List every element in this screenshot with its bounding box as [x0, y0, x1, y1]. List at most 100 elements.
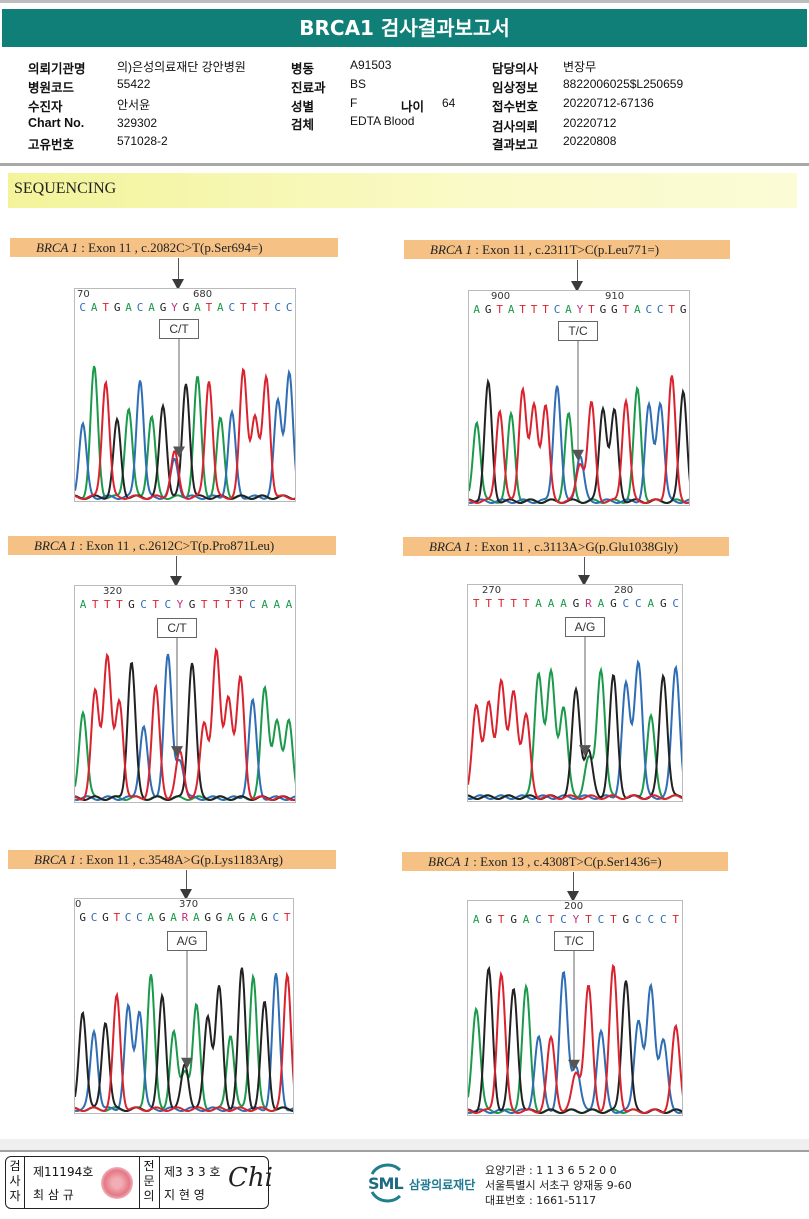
- divider: [24, 1157, 25, 1208]
- pointer-line: [178, 258, 179, 288]
- base-call: T: [672, 913, 680, 926]
- base-call: A: [227, 911, 234, 924]
- info-value: 안서윤: [117, 98, 151, 112]
- phone: 대표번호 : 1661-5117: [485, 1194, 597, 1207]
- base-call: C: [249, 598, 256, 611]
- base-call: G: [510, 913, 517, 926]
- trace-A: [469, 385, 689, 505]
- position-label: 70: [77, 289, 90, 300]
- variant-detail: : Exon 11 , c.2311T>C(p.Leu771=): [472, 242, 660, 257]
- footer-divider: [0, 1150, 809, 1152]
- base-call: C: [164, 598, 172, 611]
- base-call: G: [128, 598, 135, 611]
- info-value: BS: [350, 77, 367, 91]
- pointer-line: [584, 557, 585, 584]
- chromatogram-trace: [468, 637, 682, 801]
- position-label: 910: [605, 291, 625, 302]
- examiner-name: 최 삼 규: [33, 1188, 74, 1202]
- org-logo-text: SML: [368, 1174, 404, 1193]
- base-call: T: [113, 911, 121, 924]
- base-call: A: [535, 597, 542, 610]
- info-label: 고유번호: [28, 137, 75, 152]
- trace-T: [75, 971, 293, 1113]
- base-call: C: [228, 301, 236, 314]
- trace-T: [468, 963, 682, 1115]
- chromatogram-panel: 320 330 A T T T G C T C Y G T T T T C A A A C/T: [74, 585, 296, 803]
- trace-C: [468, 970, 682, 1115]
- base-call: G: [204, 911, 211, 924]
- pointer-line: [577, 260, 578, 290]
- base-call: T: [522, 597, 530, 610]
- base-call: A: [273, 598, 281, 611]
- base-call: C: [136, 911, 143, 924]
- arrow-down-icon: [180, 889, 192, 900]
- arrow-down-icon: [170, 576, 182, 587]
- info-value: 20220808: [563, 134, 617, 148]
- pointer-line: [176, 556, 177, 585]
- base-call: G: [188, 598, 196, 611]
- base-call: C: [274, 301, 282, 314]
- variant-label: BRCA 1 : Exon 11 , c.2311T>C(p.Leu771=): [404, 240, 730, 259]
- gene-name: BRCA 1: [34, 852, 77, 867]
- position-label: 200: [564, 901, 584, 912]
- base-call: T: [588, 303, 595, 316]
- base-call: G: [485, 913, 493, 926]
- chromatogram-trace: [75, 951, 293, 1113]
- base-call: G: [182, 301, 190, 314]
- base-call: T: [225, 598, 232, 611]
- info-value: 20220712: [563, 116, 617, 130]
- seal-stamp-icon: [101, 1167, 133, 1199]
- report-title: BRCA1 검사결과보고서: [2, 9, 807, 47]
- address: 서울특별시 서초구 양재동 9-60: [485, 1179, 632, 1192]
- base-call: C: [597, 913, 605, 926]
- signature-box: 검사자 제11194호 최 삼 규 전문의 제3 3 3 호 지 현 영 Chi: [5, 1156, 273, 1209]
- info-label: 결과보고: [492, 137, 539, 152]
- base-call: G: [159, 301, 167, 314]
- base-call: A: [565, 303, 572, 316]
- base-call: T: [472, 597, 480, 610]
- trace-T: [75, 367, 295, 501]
- base-call: T: [262, 301, 270, 314]
- variant-detail: : Exon 11 , c.2082C>T(p.Ser694=): [78, 240, 263, 255]
- position-label: 900: [491, 291, 511, 302]
- info-value: 20220712-67136: [563, 96, 654, 110]
- base-call: G: [215, 911, 223, 924]
- base-call: T: [237, 598, 244, 611]
- base-call: Y: [576, 303, 584, 316]
- info-label: 임상정보: [492, 80, 539, 95]
- divider: [159, 1157, 160, 1208]
- position-label: 0: [75, 899, 82, 910]
- position-label: 320: [103, 586, 123, 597]
- pointer-line: [186, 870, 187, 898]
- base-call: R: [585, 597, 592, 610]
- position-label: 270: [482, 585, 502, 596]
- signature: Chi: [228, 1163, 273, 1193]
- base-call: T: [212, 598, 220, 611]
- base-call: T: [585, 913, 592, 926]
- variant-label: BRCA 1 : Exon 11 , c.2082C>T(p.Ser694=): [10, 238, 338, 257]
- variant-detail: : Exon 11 , c.3113A>G(p.Glu1038Gly): [471, 539, 679, 554]
- base-call: G: [610, 597, 617, 610]
- base-call: G: [238, 911, 246, 924]
- base-call: T: [152, 598, 160, 611]
- chromatogram-panel: 900 910 A G T A T T T C A Y T G G T A C C T G T/C: [468, 290, 690, 506]
- arrow-down-icon: [181, 1057, 193, 1069]
- variant-label: BRCA 1 : Exon 13 , c.4308T>C(p.Ser1436=): [402, 852, 728, 871]
- chromatogram-panel: 270 280 T T T T T A A A G R A G C C A G C A/G: [467, 584, 683, 802]
- base-call: T: [485, 597, 493, 610]
- section-header: SEQUENCING: [8, 173, 797, 208]
- base-call: G: [679, 303, 687, 316]
- chromatogram-trace: [75, 339, 295, 501]
- org-name: 삼광의료재단: [409, 1178, 476, 1192]
- base-call: G: [659, 597, 667, 610]
- arrow-down-icon: [172, 279, 184, 290]
- info-label: 담당의사: [492, 61, 539, 76]
- variant-label: BRCA 1 : Exon 11 , c.3548A>G(p.Lys1183Ar…: [8, 850, 336, 869]
- info-value: 의)은성의료재단 강안병원: [117, 60, 246, 74]
- base-call: C: [553, 303, 561, 316]
- base-call: R: [181, 911, 189, 924]
- chromatogram-trace: [469, 341, 689, 505]
- genotype-call: T/C: [554, 931, 594, 951]
